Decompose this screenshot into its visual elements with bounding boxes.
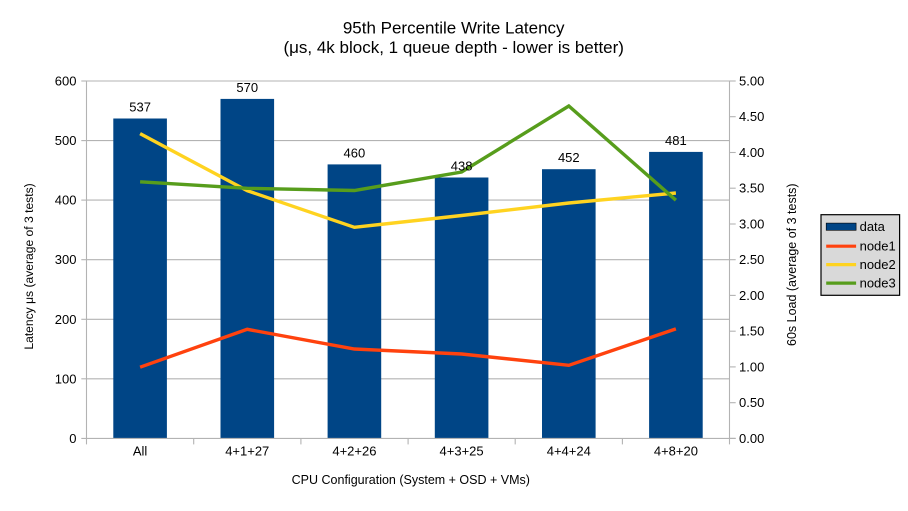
svg-text:1.00: 1.00: [739, 359, 764, 374]
svg-text:4.00: 4.00: [739, 145, 764, 160]
svg-text:2.50: 2.50: [739, 252, 764, 267]
svg-text:4+3+25: 4+3+25: [440, 443, 484, 458]
svg-text:95th Percentile Write Latency: 95th Percentile Write Latency: [343, 19, 565, 38]
svg-text:3.00: 3.00: [739, 217, 764, 232]
svg-text:node1: node1: [860, 239, 896, 254]
svg-text:node2: node2: [860, 257, 896, 272]
svg-text:data: data: [860, 219, 886, 234]
svg-text:4+2+26: 4+2+26: [332, 443, 376, 458]
svg-text:452: 452: [558, 150, 580, 165]
svg-text:1.50: 1.50: [739, 324, 764, 339]
svg-text:4+8+20: 4+8+20: [654, 443, 698, 458]
svg-text:node3: node3: [860, 276, 896, 291]
svg-text:200: 200: [55, 312, 77, 327]
svg-text:100: 100: [55, 371, 77, 386]
svg-text:CPU Configuration (System + OS: CPU Configuration (System + OSD + VMs): [292, 473, 530, 487]
svg-text:570: 570: [236, 80, 258, 95]
svg-text:4.50: 4.50: [739, 109, 764, 124]
svg-text:60s Load (average of 3 tests): 60s Load (average of 3 tests): [785, 183, 799, 346]
svg-text:0.50: 0.50: [739, 395, 764, 410]
svg-text:460: 460: [344, 145, 366, 160]
svg-text:537: 537: [129, 100, 151, 115]
svg-text:300: 300: [55, 252, 77, 267]
svg-text:5.00: 5.00: [739, 74, 764, 89]
svg-text:All: All: [133, 443, 148, 458]
svg-text:481: 481: [665, 133, 687, 148]
svg-text:4+1+27: 4+1+27: [225, 443, 269, 458]
svg-text:500: 500: [55, 133, 77, 148]
svg-text:4+4+24: 4+4+24: [547, 443, 591, 458]
svg-text:0: 0: [69, 431, 76, 446]
svg-text:0.00: 0.00: [739, 431, 764, 446]
svg-text:3.50: 3.50: [739, 181, 764, 196]
svg-text:2.00: 2.00: [739, 288, 764, 303]
svg-text:(μs, 4k block, 1 queue depth -: (μs, 4k block, 1 queue depth - lower is …: [283, 38, 624, 57]
svg-text:600: 600: [55, 74, 77, 89]
svg-text:Latency μs (average of 3 tests: Latency μs (average of 3 tests): [22, 183, 36, 349]
svg-text:400: 400: [55, 193, 77, 208]
svg-text:438: 438: [451, 159, 473, 174]
